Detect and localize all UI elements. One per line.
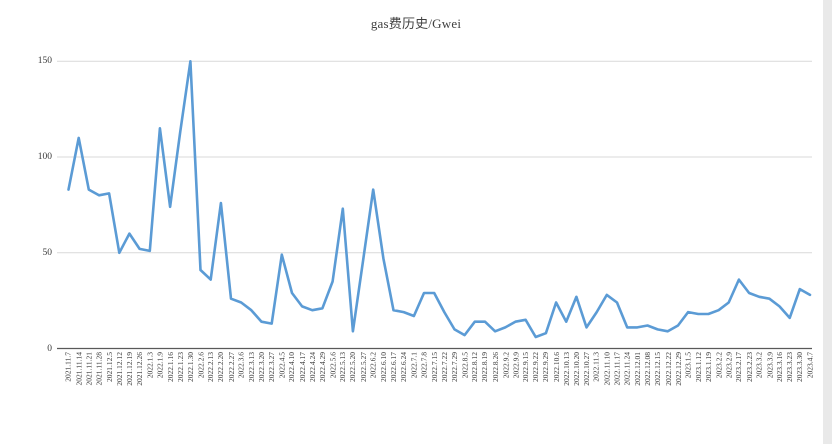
- y-tick-label: 150: [37, 56, 52, 67]
- window-edge-strip: [823, 0, 832, 444]
- y-tick-label: 100: [37, 152, 52, 163]
- y-tick-label: 0: [47, 343, 52, 354]
- y-tick-label: 50: [42, 247, 53, 258]
- chart-title: gas费历史/Gwei: [370, 16, 462, 31]
- gas-price-line: [67, 59, 812, 339]
